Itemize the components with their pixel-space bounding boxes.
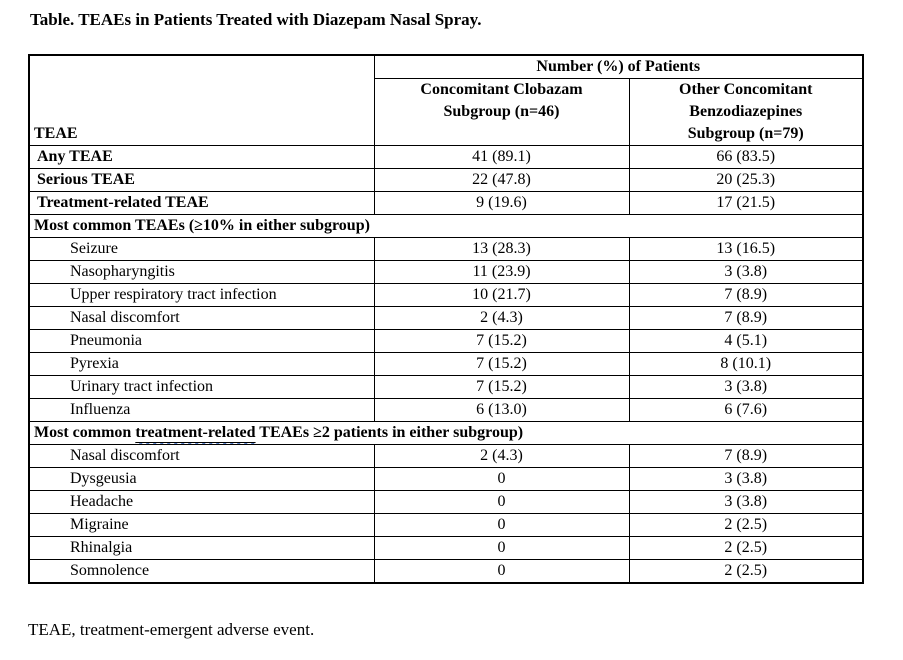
clobazam-subgroup-value: 22 (47.8)	[373, 168, 630, 192]
table-row: Treatment-related TEAE 9 (19.6) 17 (21.5)	[28, 191, 864, 215]
other-benzodiazepines-subgroup-value: 3 (3.8)	[628, 375, 864, 399]
clobazam-subgroup-value: 0	[373, 467, 630, 491]
table-row: Rhinalgia 0 2 (2.5)	[28, 536, 864, 560]
table-footnote: TEAE, treatment-emergent adverse event.	[28, 620, 315, 639]
column-header-other-benzodiazepines-subgroup: Other Concomitant Benzodiazepines Subgro…	[628, 78, 864, 146]
section-header: Most common TEAEs (≥10% in either subgro…	[28, 214, 864, 238]
table-row: Upper respiratory tract infection 10 (21.…	[28, 283, 864, 307]
teae-table: TEAE Number (%) of Patients Concomitant …	[28, 54, 864, 584]
table-row: Any TEAE 41 (89.1) 66 (83.5)	[28, 145, 864, 169]
clobazam-subgroup-value: 9 (19.6)	[373, 191, 630, 215]
table-row: Pyrexia 7 (15.2) 8 (10.1)	[28, 352, 864, 376]
clobazam-subgroup-value: 11 (23.9)	[373, 260, 630, 284]
table-row: Headache 0 3 (3.8)	[28, 490, 864, 514]
clobazam-subgroup-value: 7 (15.2)	[373, 375, 630, 399]
teae-label: Any TEAE	[28, 145, 375, 169]
clobazam-subgroup-value: 41 (89.1)	[373, 145, 630, 169]
column-header-clobazam-subgroup: Concomitant Clobazam Subgroup (n=46)	[373, 78, 630, 146]
table-row: Most common TEAEs (≥10% in either subgro…	[28, 214, 864, 238]
teae-label: Dysgeusia	[28, 467, 375, 491]
teae-label: Somnolence	[28, 559, 375, 584]
clobazam-subgroup-value: 0	[373, 490, 630, 514]
other-benzodiazepines-subgroup-value: 13 (16.5)	[628, 237, 864, 261]
other-benzodiazepines-subgroup-value: 4 (5.1)	[628, 329, 864, 353]
teae-label: Influenza	[28, 398, 375, 422]
other-benzodiazepines-subgroup-value: 7 (8.9)	[628, 283, 864, 307]
other-benzodiazepines-subgroup-value: 2 (2.5)	[628, 513, 864, 537]
table-row: Most common treatment-related TEAEs ≥2 p…	[28, 421, 864, 445]
clobazam-subgroup-value: 6 (13.0)	[373, 398, 630, 422]
clobazam-subgroup-value: 0	[373, 559, 630, 584]
table-row: Nasal discomfort 2 (4.3) 7 (8.9)	[28, 306, 864, 330]
other-benzodiazepines-subgroup-value: 7 (8.9)	[628, 444, 864, 468]
teae-label: Seizure	[28, 237, 375, 261]
table-row: Somnolence 0 2 (2.5)	[28, 559, 864, 584]
teae-label: Migraine	[28, 513, 375, 537]
table-row: Nasopharyngitis 11 (23.9) 3 (3.8)	[28, 260, 864, 284]
table-header-row-2: Concomitant Clobazam Subgroup (n=46) Oth…	[29, 78, 864, 146]
clobazam-subgroup-value: 2 (4.3)	[373, 444, 630, 468]
clobazam-subgroup-value: 2 (4.3)	[373, 306, 630, 330]
other-benzodiazepines-subgroup-value: 6 (7.6)	[628, 398, 864, 422]
teae-label: Treatment-related TEAE	[28, 191, 375, 215]
other-benzodiazepines-subgroup-value: 3 (3.8)	[628, 260, 864, 284]
other-benzodiazepines-subgroup-value: 3 (3.8)	[628, 467, 864, 491]
teae-label: Serious TEAE	[28, 168, 375, 192]
table-row: Urinary tract infection 7 (15.2) 3 (3.8)	[28, 375, 864, 399]
other-benzodiazepines-subgroup-value: 2 (2.5)	[628, 536, 864, 560]
table-header-row-1: TEAE Number (%) of Patients	[28, 54, 864, 146]
teae-label: Nasal discomfort	[28, 306, 375, 330]
table-row: Serious TEAE 22 (47.8) 20 (25.3)	[28, 168, 864, 192]
teae-label: Urinary tract infection	[28, 375, 375, 399]
other-benzodiazepines-subgroup-value: 8 (10.1)	[628, 352, 864, 376]
table-title: Table. TEAEs in Patients Treated with Di…	[30, 10, 482, 29]
section-header: Most common treatment-related TEAEs ≥2 p…	[28, 421, 864, 445]
table-row: Nasal discomfort 2 (4.3) 7 (8.9)	[28, 444, 864, 468]
teae-label: Nasopharyngitis	[28, 260, 375, 284]
other-benzodiazepines-subgroup-value: 20 (25.3)	[628, 168, 864, 192]
clobazam-subgroup-value: 7 (15.2)	[373, 352, 630, 376]
teae-label: Nasal discomfort	[28, 444, 375, 468]
table-row: Pneumonia 7 (15.2) 4 (5.1)	[28, 329, 864, 353]
spanning-column-header: Number (%) of Patients	[373, 54, 864, 79]
column-header-teae: TEAE	[28, 54, 375, 146]
teae-label: Headache	[28, 490, 375, 514]
table-row: Dysgeusia 0 3 (3.8)	[28, 467, 864, 491]
other-benzodiazepines-subgroup-value: 17 (21.5)	[628, 191, 864, 215]
table-row: Seizure 13 (28.3) 13 (16.5)	[28, 237, 864, 261]
teae-label: Rhinalgia	[28, 536, 375, 560]
other-benzodiazepines-subgroup-value: 2 (2.5)	[628, 559, 864, 584]
table-row: Influenza 6 (13.0) 6 (7.6)	[28, 398, 864, 422]
grammar-check-underline: treatment-related	[135, 424, 256, 441]
teae-label: Pyrexia	[28, 352, 375, 376]
other-benzodiazepines-subgroup-value: 66 (83.5)	[628, 145, 864, 169]
clobazam-subgroup-value: 7 (15.2)	[373, 329, 630, 353]
clobazam-subgroup-value: 0	[373, 513, 630, 537]
other-benzodiazepines-subgroup-value: 3 (3.8)	[628, 490, 864, 514]
table-row: Migraine 0 2 (2.5)	[28, 513, 864, 537]
clobazam-subgroup-value: 13 (28.3)	[373, 237, 630, 261]
other-benzodiazepines-subgroup-value: 7 (8.9)	[628, 306, 864, 330]
clobazam-subgroup-value: 0	[373, 536, 630, 560]
clobazam-subgroup-value: 10 (21.7)	[373, 283, 630, 307]
teae-label: Upper respiratory tract infection	[28, 283, 375, 307]
teae-table-body: TEAE Number (%) of Patients Concomitant …	[28, 54, 864, 584]
teae-label: Pneumonia	[28, 329, 375, 353]
